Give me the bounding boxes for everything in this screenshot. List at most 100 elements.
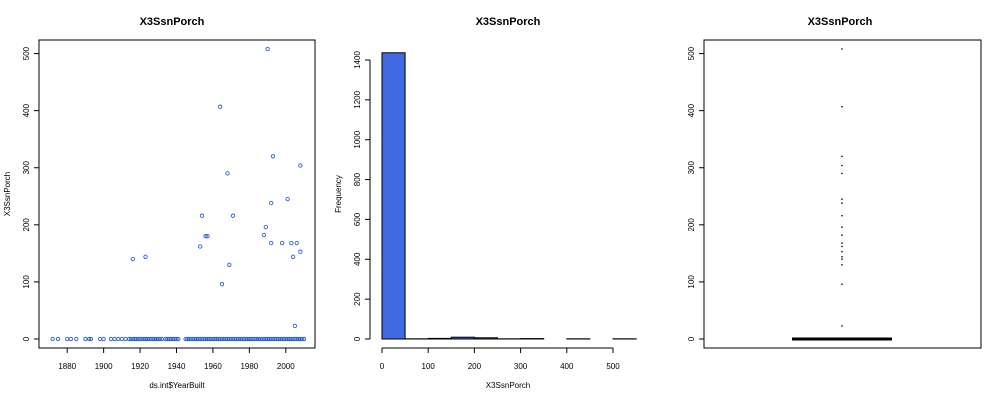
y-tick-label: 200 xyxy=(22,218,31,232)
outlier-point xyxy=(841,242,843,244)
y-tick-label: 100 xyxy=(22,275,31,289)
outlier-point xyxy=(841,165,843,167)
x-tick-label: 2000 xyxy=(277,362,295,371)
y-tick-label: 400 xyxy=(687,103,696,117)
data-point xyxy=(220,283,223,286)
outlier-point xyxy=(841,264,843,266)
data-point xyxy=(299,164,302,167)
histogram-x-label: X3SsnPorch xyxy=(486,381,530,390)
data-point xyxy=(293,324,296,327)
data-point xyxy=(262,233,265,236)
box-median-line xyxy=(792,338,892,341)
data-point xyxy=(109,337,112,340)
data-point xyxy=(264,225,267,228)
data-point xyxy=(228,263,231,266)
histogram-bar xyxy=(451,337,474,339)
data-point xyxy=(131,257,134,260)
y-tick-label: 300 xyxy=(22,161,31,175)
data-point xyxy=(226,172,229,175)
y-tick-label: 800 xyxy=(353,172,362,186)
outlier-point xyxy=(841,256,843,258)
x-tick-label: 400 xyxy=(560,362,574,371)
data-point xyxy=(290,241,293,244)
outlier-point xyxy=(841,198,843,200)
scatter-x-label: ds.int$YearBuilt xyxy=(149,381,205,390)
y-tick-label: 600 xyxy=(353,212,362,226)
histogram-title: X3SsnPorch xyxy=(476,16,541,28)
boxplot-plot-box xyxy=(704,40,981,348)
data-point xyxy=(102,337,105,340)
y-tick-label: 100 xyxy=(687,275,696,289)
y-tick-label: 200 xyxy=(353,292,362,306)
histogram-y-axis: 0 200 400 600 800 1000 1200 1400 xyxy=(353,51,370,342)
outlier-point xyxy=(841,258,843,260)
x-tick-label: 200 xyxy=(468,362,482,371)
outlier-point xyxy=(841,106,843,108)
x-tick-label: 1960 xyxy=(204,362,222,371)
data-point xyxy=(84,337,87,340)
data-point xyxy=(124,337,127,340)
y-tick-label: 1400 xyxy=(353,51,362,69)
data-point xyxy=(66,337,69,340)
y-tick-label: 0 xyxy=(353,336,362,341)
data-point xyxy=(113,337,116,340)
data-point xyxy=(270,201,273,204)
data-point xyxy=(291,255,294,258)
data-point xyxy=(120,337,123,340)
outlier-point xyxy=(841,234,843,236)
outlier-point xyxy=(841,283,843,285)
data-point xyxy=(231,214,234,217)
y-tick-label: 0 xyxy=(687,336,696,341)
data-point xyxy=(266,47,269,50)
y-tick-label: 400 xyxy=(22,103,31,117)
outlier-point xyxy=(841,173,843,175)
x-tick-label: 100 xyxy=(422,362,436,371)
x-tick-label: 1920 xyxy=(131,362,149,371)
y-tick-label: 0 xyxy=(22,336,31,341)
histogram-bars xyxy=(382,53,636,339)
y-tick-label: 200 xyxy=(687,218,696,232)
histogram-y-label: Frequency xyxy=(334,175,343,213)
outlier-point xyxy=(841,226,843,228)
scatter-points xyxy=(51,47,306,340)
outlier-point xyxy=(841,202,843,204)
x-tick-label: 0 xyxy=(380,362,385,371)
boxplot-y-axis: 0 100 200 300 400 500 xyxy=(687,46,704,341)
data-point xyxy=(270,241,273,244)
boxplot-body xyxy=(792,48,892,340)
data-point xyxy=(117,337,120,340)
outlier-point xyxy=(841,325,843,327)
data-point xyxy=(98,337,101,340)
x-tick-label: 1880 xyxy=(58,362,76,371)
outlier-point xyxy=(841,251,843,253)
data-point xyxy=(144,255,147,258)
data-point xyxy=(56,337,59,340)
data-point xyxy=(75,337,78,340)
y-tick-label: 400 xyxy=(353,252,362,266)
y-tick-label: 1000 xyxy=(353,130,362,148)
data-point xyxy=(280,241,283,244)
outlier-point xyxy=(841,215,843,217)
data-point xyxy=(271,155,274,158)
y-tick-label: 300 xyxy=(687,161,696,175)
histogram-bar xyxy=(382,53,405,339)
y-tick-label: 1200 xyxy=(353,90,362,108)
data-point xyxy=(286,197,289,200)
outlier-point xyxy=(841,48,843,50)
x-tick-label: 1900 xyxy=(95,362,113,371)
outlier-point xyxy=(841,156,843,158)
data-point xyxy=(299,250,302,253)
x-tick-label: 1940 xyxy=(168,362,186,371)
scatter-plot-box xyxy=(39,40,315,348)
y-tick-label: 500 xyxy=(687,46,696,60)
x-tick-label: 500 xyxy=(606,362,620,371)
data-point xyxy=(69,337,72,340)
